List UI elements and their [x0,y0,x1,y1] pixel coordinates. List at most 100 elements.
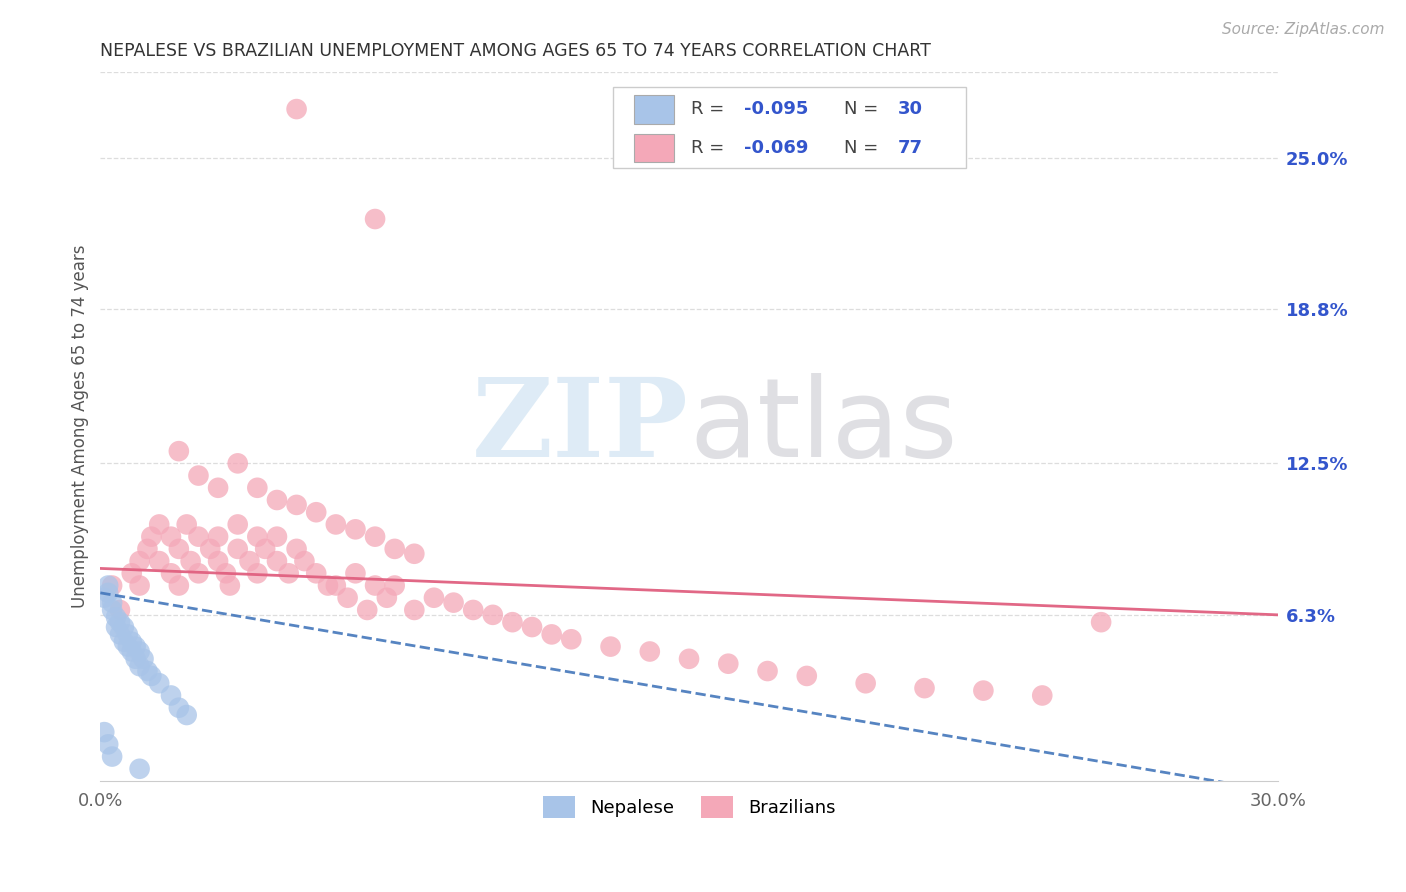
Point [285,498,308,512]
Point [540,627,562,641]
Point [101,596,124,610]
Point [266,530,288,544]
Point [756,664,779,678]
Point [717,657,740,671]
Point [97,737,120,751]
Point [344,566,367,581]
Point [148,676,170,690]
Point [246,481,269,495]
Point [167,541,190,556]
Text: -0.095: -0.095 [744,101,808,119]
Text: 77: 77 [897,139,922,157]
Point [148,554,170,568]
Text: N =: N = [845,139,884,157]
Point [167,578,190,592]
Point [356,603,378,617]
Point [108,603,131,617]
Bar [634,95,673,124]
Point [97,586,120,600]
Text: -0.069: -0.069 [744,139,808,157]
Point [128,762,150,776]
Point [238,554,260,568]
Point [294,554,316,568]
Point [305,505,328,519]
Point [200,541,222,556]
Point [101,578,124,592]
Point [160,566,183,581]
Point [108,627,131,641]
Point [176,517,198,532]
Point [128,554,150,568]
Point [501,615,523,630]
Text: ZIP: ZIP [472,373,689,480]
Point [344,522,367,536]
Point [117,627,139,641]
Point [404,603,426,617]
Point [226,517,249,532]
Point [560,632,582,647]
Point [1031,689,1053,703]
Point [128,659,150,673]
Point [128,578,150,592]
Point [187,530,209,544]
Point [246,566,269,581]
Point [97,578,120,592]
Point [226,541,249,556]
Point [93,725,115,739]
Text: Source: ZipAtlas.com: Source: ZipAtlas.com [1222,22,1385,37]
Point [93,591,115,605]
Point [855,676,877,690]
Point [136,541,159,556]
Point [246,530,269,544]
Point [364,578,387,592]
Point [336,591,359,605]
Point [678,652,700,666]
Point [160,689,183,703]
Point [1090,615,1112,630]
Y-axis label: Unemployment Among Ages 65 to 74 years: Unemployment Among Ages 65 to 74 years [72,245,89,608]
Point [180,554,202,568]
Point [423,591,446,605]
Point [972,683,994,698]
Point [187,468,209,483]
Point [105,610,128,624]
Point [101,749,124,764]
Point [128,644,150,658]
Point [112,620,135,634]
Point [285,541,308,556]
Point [121,634,143,648]
Point [638,644,661,658]
Point [463,603,485,617]
Point [325,578,347,592]
Point [121,644,143,658]
Point [141,669,163,683]
Point [404,547,426,561]
Point [207,530,229,544]
Point [167,700,190,714]
Point [207,481,229,495]
Point [520,620,543,634]
Point [215,566,238,581]
Legend: Nepalese, Brazilians: Nepalese, Brazilians [536,789,842,825]
Point [218,578,240,592]
Point [285,102,308,116]
Point [375,591,398,605]
Point [105,620,128,634]
Point [108,615,131,630]
Text: NEPALESE VS BRAZILIAN UNEMPLOYMENT AMONG AGES 65 TO 74 YEARS CORRELATION CHART: NEPALESE VS BRAZILIAN UNEMPLOYMENT AMONG… [100,42,931,60]
Point [187,566,209,581]
Point [443,596,465,610]
Point [277,566,299,581]
Point [482,607,505,622]
Point [316,578,339,592]
Text: R =: R = [692,139,730,157]
Point [117,640,139,654]
Point [112,634,135,648]
Point [914,681,936,695]
Text: 30: 30 [897,101,922,119]
Point [364,530,387,544]
Point [136,664,159,678]
Text: atlas: atlas [689,373,957,480]
Point [141,530,163,544]
Point [132,652,155,666]
